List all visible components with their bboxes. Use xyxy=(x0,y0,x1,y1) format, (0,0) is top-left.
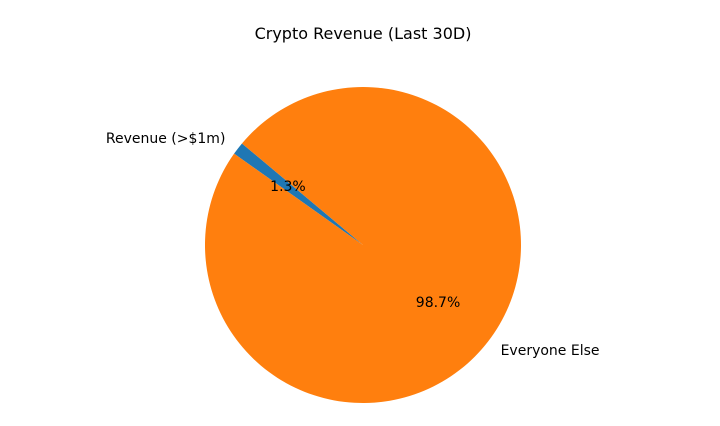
chart-title: Crypto Revenue (Last 30D) xyxy=(255,24,472,43)
slice-label-0: Revenue (>$1m) xyxy=(106,131,226,147)
pie-slice-0 xyxy=(234,143,363,245)
pie-slices xyxy=(204,87,521,404)
pie-slice-1 xyxy=(204,87,521,404)
slice-percent-0: 1.3% xyxy=(270,179,306,195)
pie-labels: Revenue (>$1m) 1.3% Everyone Else 98.7% xyxy=(106,131,600,359)
slice-percent-1: 98.7% xyxy=(416,295,460,311)
slice-label-1: Everyone Else xyxy=(501,343,600,359)
